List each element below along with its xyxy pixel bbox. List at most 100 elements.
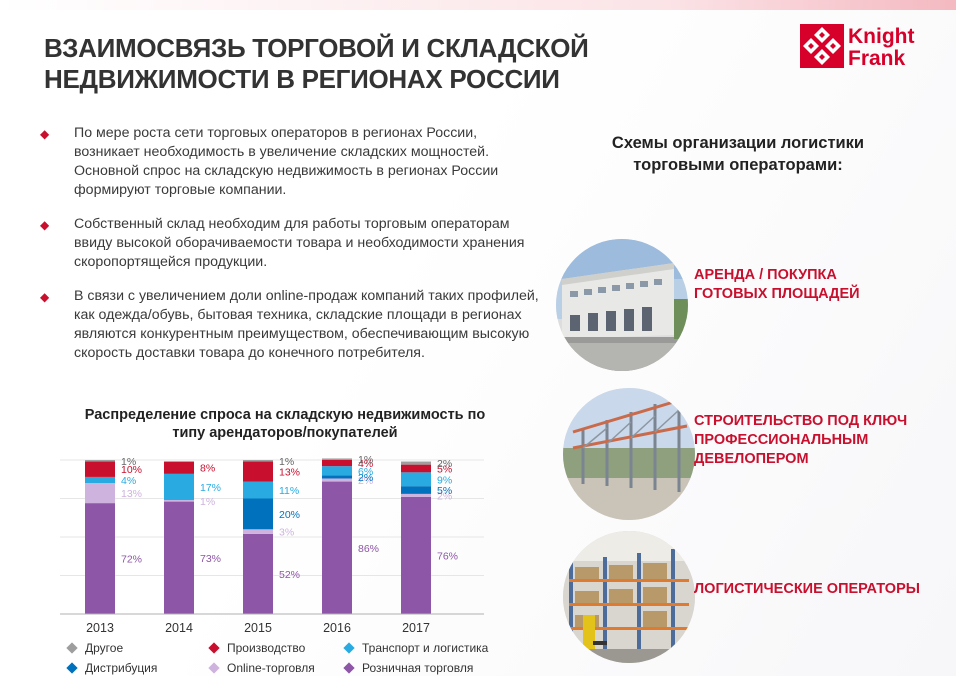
- bar-segment: [401, 472, 431, 487]
- bar-segment: [243, 529, 273, 534]
- logistics-photo: [563, 531, 695, 663]
- data-label: 1%: [200, 496, 215, 508]
- data-label: 52%: [279, 569, 300, 581]
- data-label: 11%: [279, 485, 299, 497]
- bar-segment: [85, 483, 115, 504]
- data-label: 4%: [121, 475, 136, 487]
- schemes-heading-line1: Схемы организации логистики: [611, 134, 865, 152]
- bullet-item: ◆ В связи с увеличением доли online-прод…: [40, 287, 540, 363]
- logo-text: Knight Frank: [848, 26, 914, 70]
- bar-segment: [322, 478, 352, 482]
- page-title: ВЗАИМОСВЯЗЬ ТОРГОВОЙ И СКЛАДСКОЙ НЕДВИЖИ…: [44, 33, 684, 95]
- legend-swatch-icon: [343, 642, 355, 654]
- data-label: 13%: [121, 488, 142, 500]
- bar-segment: [322, 458, 352, 460]
- x-tick-label: 2014: [165, 621, 193, 635]
- data-label: 5%: [437, 485, 452, 497]
- data-label: 1%: [358, 454, 373, 466]
- data-label: 13%: [279, 467, 300, 479]
- scheme-rent-line1: АРЕНДА / ПОКУПКА: [694, 267, 837, 283]
- x-tick-label: 2016: [323, 621, 351, 635]
- bar-segment: [164, 473, 194, 501]
- legend-swatch-icon: [66, 662, 78, 674]
- bullet-text: Собственный склад необходим для работы т…: [74, 216, 525, 270]
- legend-swatch-icon: [66, 642, 78, 654]
- legend-item: Розничная торговля: [343, 661, 474, 675]
- legend-label: Производство: [227, 641, 306, 655]
- x-tick-label: 2013: [86, 621, 114, 635]
- bar-segment: [243, 533, 273, 614]
- bar-segment: [85, 461, 115, 477]
- legend-label: Розничная торговля: [362, 661, 474, 675]
- bar-segment: [164, 461, 194, 474]
- bar-segment: [322, 475, 352, 479]
- data-label: 2%: [437, 490, 452, 502]
- scheme-label-construction: СТРОИТЕЛЬСТВО ПОД КЛЮЧ ПРОФЕССИОНАЛЬНЫМ …: [694, 412, 907, 469]
- legend-item: Транспорт и логистика: [343, 641, 489, 655]
- stacked-bar-chart: 72%13%4%10%1%201373%1%17%8%201452%3%20%1…: [60, 454, 484, 635]
- bullet-item: ◆ Собственный склад необходим для работы…: [40, 215, 540, 272]
- legend-item: Дистрибуция: [66, 661, 157, 675]
- data-label: 10%: [121, 464, 142, 476]
- bullet-text: По мере роста сети торговых операторов в…: [74, 125, 499, 198]
- bar-segment: [85, 476, 115, 484]
- bar-segment: [243, 460, 273, 462]
- data-label: 4%: [358, 458, 373, 470]
- scheme-construction-line2: ПРОФЕССИОНАЛЬНЫМ: [694, 432, 869, 448]
- page-title-line2: НЕДВИЖИМОСТИ В РЕГИОНАХ РОССИИ: [44, 64, 560, 94]
- bar-segment: [401, 486, 431, 494]
- data-label: 72%: [121, 554, 142, 566]
- legend-item: Online-торговля: [208, 661, 315, 675]
- bar-segment: [164, 500, 194, 502]
- scheme-construction-line3: ДЕВЕЛОПЕРОМ: [694, 451, 809, 467]
- bar-segment: [243, 498, 273, 530]
- data-label: 73%: [200, 553, 221, 565]
- logo-line1: Knight: [848, 25, 915, 48]
- bar-segment: [164, 501, 194, 614]
- legend-label: Другое: [85, 641, 124, 655]
- data-label: 6%: [358, 466, 373, 478]
- knight-frank-logo: Knight Frank: [800, 24, 930, 76]
- warehouse-photo: [556, 239, 688, 371]
- bullet-list: ◆ По мере роста сети торговых операторов…: [40, 124, 540, 378]
- page-title-line1: ВЗАИМОСВЯЗЬ ТОРГОВОЙ И СКЛАДСКОЙ: [44, 33, 589, 63]
- bullet-diamond-icon: ◆: [40, 127, 50, 141]
- x-tick-label: 2015: [244, 621, 272, 635]
- scheme-label-operators: ЛОГИСТИЧЕСКИЕ ОПЕРАТОРЫ: [694, 580, 920, 599]
- chart-title-line1: Распределение спроса на складскую недвиж…: [84, 407, 486, 423]
- data-label: 8%: [200, 463, 215, 475]
- legend-item: Другое: [66, 641, 124, 655]
- bullet-item: ◆ По мере роста сети торговых операторов…: [40, 124, 540, 200]
- bar-segment: [322, 466, 352, 476]
- bar-segment: [243, 481, 273, 499]
- schemes-heading: Схемы организации логистики торговыми оп…: [578, 132, 898, 176]
- chart-title-line2: типу арендаторов/покупателей: [172, 425, 398, 441]
- data-label: 5%: [437, 463, 452, 475]
- bar-segment: [401, 461, 431, 465]
- bullet-diamond-icon: ◆: [40, 290, 50, 304]
- data-label: 17%: [200, 482, 221, 494]
- legend-label: Транспорт и логистика: [362, 641, 489, 655]
- x-tick-label: 2017: [402, 621, 430, 635]
- legend-label: Online-торговля: [227, 661, 315, 675]
- bar-segment: [85, 460, 115, 462]
- bar-segment: [401, 464, 431, 473]
- top-stripe: [0, 0, 956, 10]
- schemes-heading-line2: торговыми операторами:: [633, 156, 843, 174]
- construction-photo: [563, 388, 695, 520]
- scheme-rent-line2: ГОТОВЫХ ПЛОЩАДЕЙ: [694, 286, 860, 302]
- legend-swatch-icon: [343, 662, 355, 674]
- logo-diamond-icon: [800, 24, 844, 68]
- data-label: 20%: [279, 509, 300, 521]
- scheme-label-rent: АРЕНДА / ПОКУПКА ГОТОВЫХ ПЛОЩАДЕЙ: [694, 266, 860, 304]
- bar-segment: [243, 461, 273, 482]
- legend-swatch-icon: [208, 662, 220, 674]
- data-label: 86%: [358, 543, 379, 555]
- legend-item: Производство: [208, 641, 306, 655]
- data-label: 76%: [437, 550, 458, 562]
- data-label: 2%: [358, 472, 373, 484]
- scheme-operators-line1: ЛОГИСТИЧЕСКИЕ ОПЕРАТОРЫ: [694, 581, 920, 597]
- data-label: 3%: [279, 527, 294, 539]
- data-label: 1%: [279, 456, 294, 468]
- bar-segment: [322, 481, 352, 614]
